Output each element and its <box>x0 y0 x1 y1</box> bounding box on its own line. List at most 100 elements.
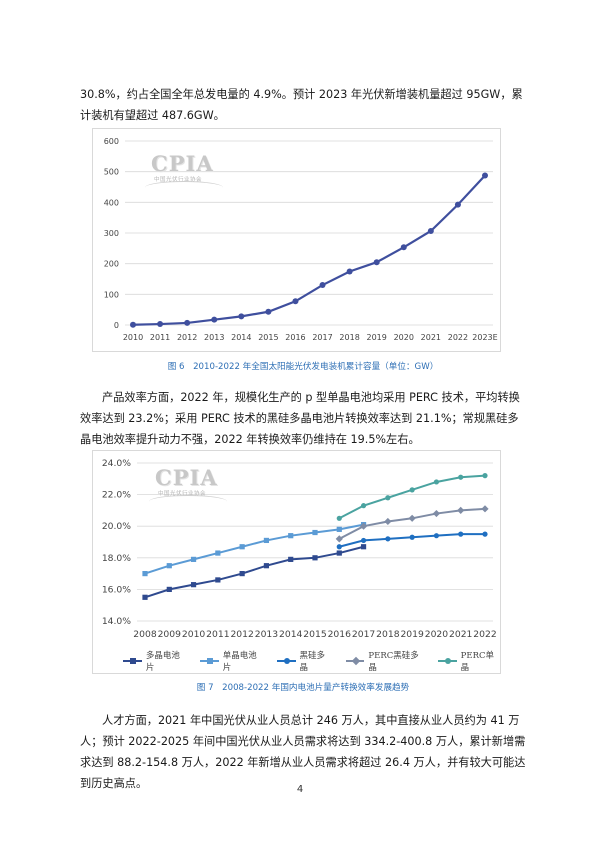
x-tick-label: 2010 <box>182 629 206 640</box>
data-point <box>142 594 148 600</box>
data-point <box>433 479 440 485</box>
data-point <box>130 321 136 328</box>
y-tick-label: 200 <box>104 260 119 269</box>
y-tick-label: 22.0% <box>102 490 131 501</box>
legend-item: 多晶电池片 <box>123 649 186 673</box>
x-tick-label: 2022 <box>473 629 496 640</box>
data-point <box>409 534 415 540</box>
data-point <box>482 172 488 179</box>
x-tick-label: 2019 <box>367 333 387 342</box>
series-line-0 <box>132 174 486 326</box>
chart-efficiency-frame: CPIA 中国光伏行业协会 14.0% 16.0% 18.0% 20.0% 22.0% 2… <box>92 450 501 674</box>
chart-capacity: 0 100 200 300 400 500 600 2010 2011 2012 2013 2014 2… <box>104 137 498 342</box>
x-tick-label: 2012 <box>177 333 197 342</box>
y-tick-label: 14.0% <box>102 616 131 627</box>
x-tick-label: 2021 <box>449 629 472 640</box>
x-tick-label: 2017 <box>312 333 332 342</box>
data-point <box>336 550 342 556</box>
y-tick-label: 24.0% <box>102 458 131 469</box>
data-point <box>432 509 441 518</box>
legend-swatch <box>345 656 365 666</box>
data-point <box>454 201 461 208</box>
legend-item: PERC单晶 <box>437 649 500 673</box>
data-point <box>312 529 318 536</box>
x-tick-label: 2014 <box>231 333 251 342</box>
legend-label: PERC单晶 <box>460 651 494 673</box>
x-tick-label: 2009 <box>158 629 182 640</box>
data-point <box>211 316 218 323</box>
x-tick-label: 2011 <box>206 629 229 640</box>
data-point <box>458 531 464 537</box>
data-point <box>433 533 440 539</box>
paragraph-talent: 人才方面，2021 年中国光伏从业人员总计 246 万人，其中直接从业人员约为 … <box>80 710 526 794</box>
data-point <box>288 533 294 539</box>
data-point <box>373 259 380 266</box>
x-tick-label: 2013 <box>204 333 224 342</box>
data-point <box>427 227 434 234</box>
data-point <box>265 308 272 315</box>
y-tick-label: 16.0% <box>102 584 131 595</box>
data-point <box>346 268 353 275</box>
x-tick-label: 2016 <box>328 629 352 640</box>
data-point <box>482 531 488 537</box>
data-point <box>190 556 197 562</box>
legend-label: 单晶电池片 <box>222 651 257 673</box>
cpia-logo: CPIA 中国光伏行业协会 <box>149 465 227 497</box>
x-tick-label: 2010 <box>123 333 143 342</box>
data-point <box>458 474 464 480</box>
x-tick-label: 2023E <box>472 333 497 342</box>
x-tick-label: 2020 <box>425 629 449 640</box>
x-tick-label: 2020 <box>394 333 414 342</box>
x-tick-label: 2021 <box>421 333 441 342</box>
x-tick-label: 2008 <box>133 629 157 640</box>
series-line-1 <box>144 523 364 575</box>
data-point <box>184 319 191 326</box>
data-point <box>409 487 415 493</box>
y-tick-label: 600 <box>104 137 119 146</box>
legend-label: 多晶电池片 <box>145 651 180 673</box>
data-point <box>142 571 148 577</box>
x-tick-label: 2015 <box>258 333 278 342</box>
cpia-logo-arc <box>145 181 223 194</box>
y-tick-label: 100 <box>104 290 119 299</box>
legend-label: 黑硅多晶 <box>299 651 326 673</box>
x-tick-label: 2016 <box>285 333 305 342</box>
data-point <box>384 517 392 526</box>
data-point <box>400 244 407 251</box>
y-tick-label: 20.0% <box>102 521 131 532</box>
x-tick-label: 2013 <box>255 629 279 640</box>
x-tick-label: 2022 <box>448 333 468 342</box>
x-tick-label: 2012 <box>230 629 253 640</box>
y-tick-label: 400 <box>104 198 119 207</box>
figure7-caption: 图 7 2008-2022 年国内电池片量产转换效率发展趋势 <box>196 683 410 693</box>
cpia-logo-subtitle: 中国光伏行业协会 <box>158 491 207 497</box>
legend-swatch <box>123 658 142 664</box>
cpia-logo-text: CPIA <box>155 465 218 490</box>
legend-swatch <box>437 658 457 664</box>
data-point <box>190 582 197 588</box>
series-line-0 <box>144 545 364 599</box>
data-point <box>292 298 299 305</box>
cpia-logo-subtitle: 中国光伏行业协会 <box>154 177 203 183</box>
data-point <box>239 571 245 577</box>
series-line-4 <box>338 474 486 520</box>
y-tick-label: 18.0% <box>102 553 131 564</box>
data-point <box>312 555 318 561</box>
x-tick-label: 2017 <box>352 629 376 640</box>
legend-item: 单晶电池片 <box>199 649 263 673</box>
data-point <box>166 563 172 569</box>
data-point <box>288 556 294 562</box>
data-point <box>157 321 164 328</box>
data-point <box>360 503 367 509</box>
figure6-caption: 图 6 2010-2022 年全国太阳能光伏发电装机累计容量（单位：GW） <box>167 362 439 372</box>
x-tick-label: 2018 <box>376 629 400 640</box>
data-point <box>336 526 342 532</box>
data-point <box>385 536 391 542</box>
x-tick-label: 2018 <box>339 333 359 342</box>
data-point <box>482 473 488 479</box>
data-point <box>215 550 221 556</box>
data-point <box>360 537 367 544</box>
cpia-logo-text: CPIA <box>151 151 214 176</box>
cpia-logo: CPIA 中国光伏行业协会 <box>145 151 223 183</box>
x-tick-label: 2019 <box>400 629 424 640</box>
